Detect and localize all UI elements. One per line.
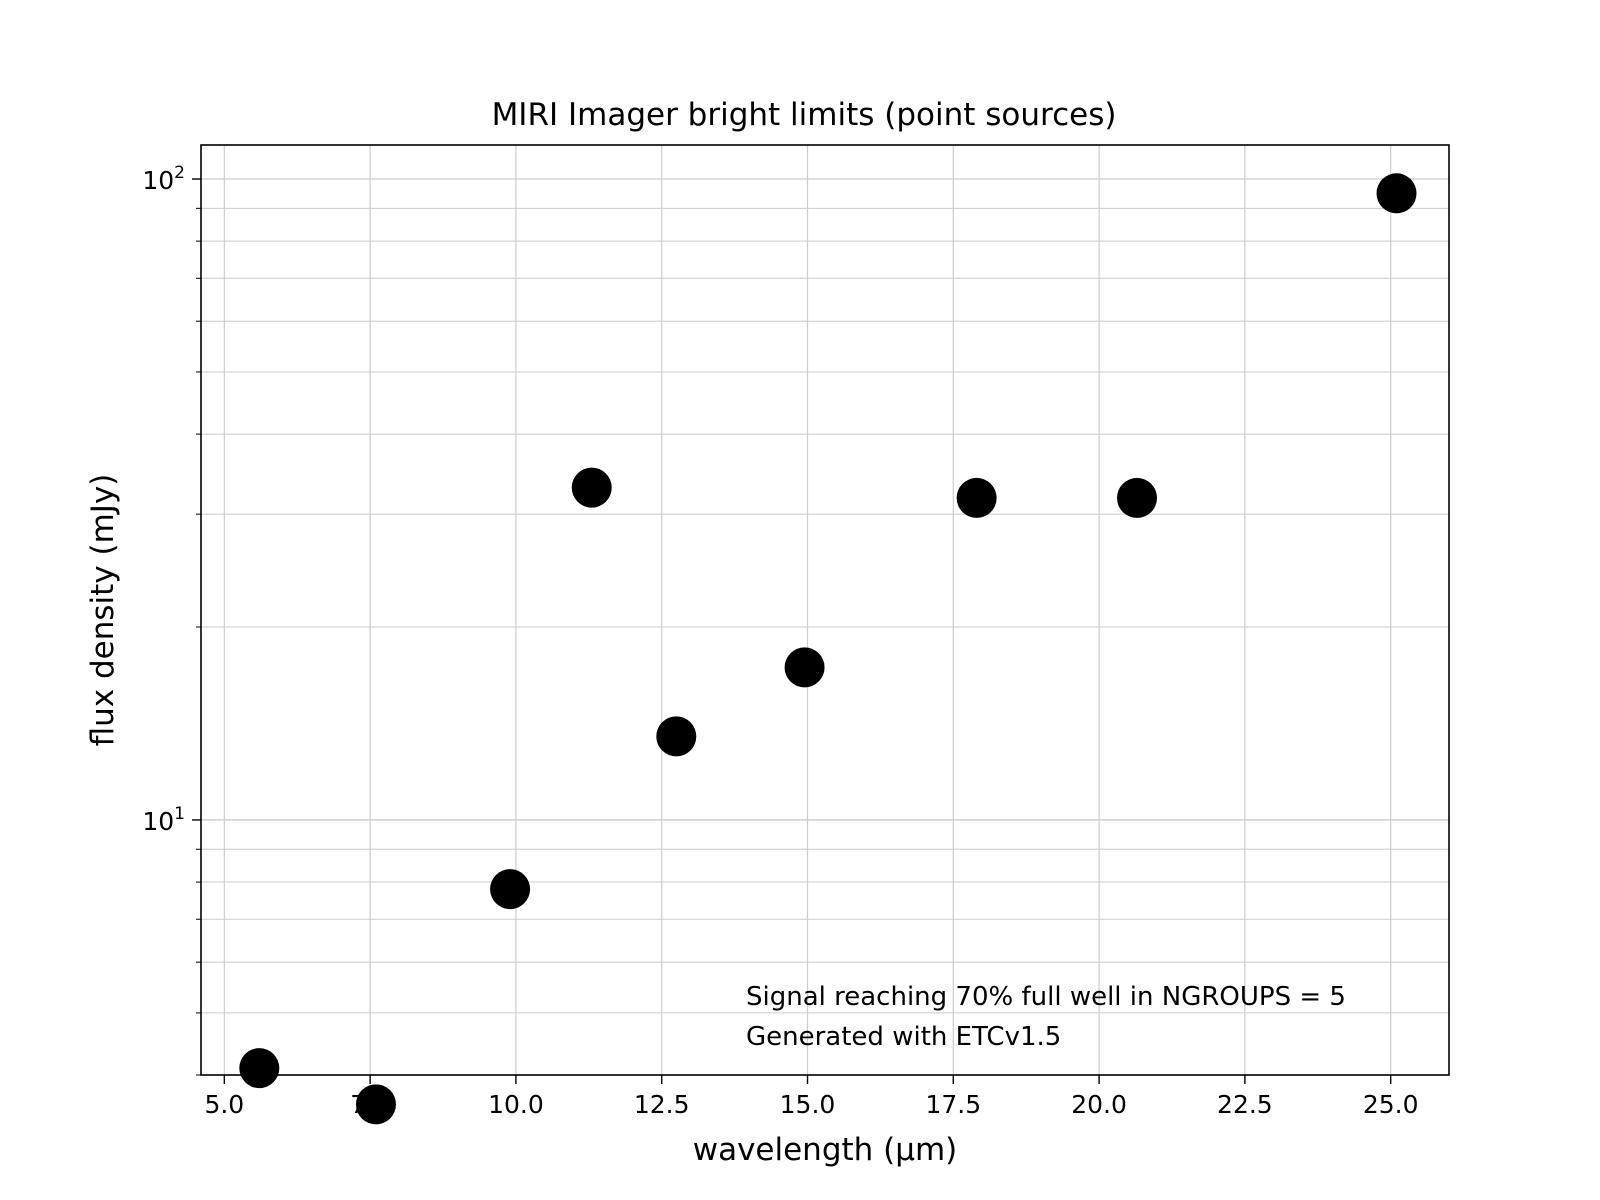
x-tick-label: 5.0	[204, 1090, 244, 1119]
y-axis-ticks: 101 102	[142, 163, 201, 1076]
x-tick-label: 20.0	[1071, 1090, 1127, 1119]
data-points	[239, 173, 1417, 1125]
data-point	[490, 869, 531, 910]
grid-lines	[201, 145, 1449, 1076]
x-tick-label: 22.5	[1217, 1090, 1273, 1119]
data-point	[571, 467, 612, 508]
plot-frame	[200, 144, 1450, 1076]
x-tick-label: 10.0	[488, 1090, 544, 1119]
y-tick-label: 101	[142, 804, 185, 836]
data-point	[656, 716, 697, 757]
data-point	[239, 1048, 280, 1089]
chart-title: MIRI Imager bright limits (point sources…	[492, 97, 1117, 133]
annotation-etc-version: Generated with ETCv1.5	[746, 1022, 1061, 1052]
x-tick-label: 25.0	[1363, 1090, 1419, 1119]
x-tick-label: 17.5	[925, 1090, 981, 1119]
y-tick-label: 102	[142, 163, 185, 195]
data-point	[355, 1084, 396, 1125]
y-axis-label: flux density (mJy)	[85, 474, 121, 747]
x-tick-label: 15.0	[780, 1090, 836, 1119]
x-tick-label: 12.5	[634, 1090, 690, 1119]
data-point	[1117, 477, 1157, 518]
data-point	[1376, 173, 1417, 214]
data-point	[784, 647, 825, 688]
data-point	[956, 477, 997, 518]
annotation-signal-note: Signal reaching 70% full well in NGROUPS…	[746, 982, 1346, 1012]
x-axis-label: wavelength (μm)	[693, 1132, 958, 1168]
